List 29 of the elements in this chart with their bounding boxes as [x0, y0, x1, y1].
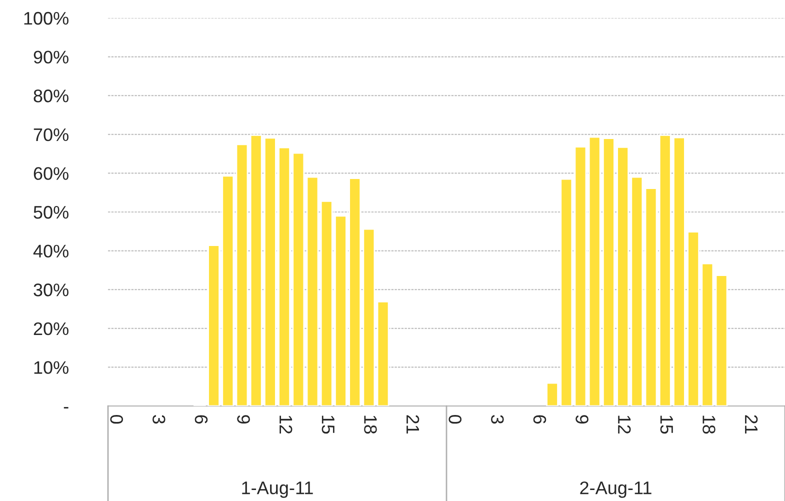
text: 1-Aug-11	[242, 482, 313, 498]
text: 2-Aug-11	[580, 481, 652, 498]
x-tick-label: 18	[702, 416, 716, 434]
y-tick-label: 80%	[34, 90, 68, 102]
x-tick-label: 21	[406, 415, 420, 434]
x-tick-label: 18	[364, 416, 377, 434]
x-tick-label: 21	[745, 415, 758, 434]
y-tick-label: 60%	[34, 167, 68, 180]
x-tick-label: 0	[448, 415, 462, 424]
x-tick-label: 6	[533, 415, 546, 424]
x-tick-label: 9	[237, 415, 250, 424]
x-tick-label: 3	[491, 415, 504, 424]
x-tick-label: 9	[576, 415, 588, 424]
x-tick-label: 3	[152, 415, 166, 424]
x-tick-label: 0	[110, 415, 123, 424]
y-tick-label: 70%	[34, 128, 68, 142]
x-tick-label: 15	[660, 416, 673, 434]
y-tick-label: 20%	[34, 322, 68, 336]
y-tick-label: 10%	[34, 361, 68, 374]
y-tick-label: 50%	[34, 206, 68, 219]
x-tick-label: 12	[280, 416, 292, 434]
y-tick-label: 40%	[33, 244, 68, 258]
y-tick-label: -	[64, 407, 68, 408]
x-tick-label: 6	[194, 415, 208, 424]
y-tick-label: 90%	[34, 50, 68, 64]
y-tick-label: 30%	[34, 284, 68, 296]
y-tick-label: 100%	[24, 12, 68, 25]
x-tick-label: 12	[618, 416, 631, 434]
x-tick-label: 15	[322, 416, 334, 434]
